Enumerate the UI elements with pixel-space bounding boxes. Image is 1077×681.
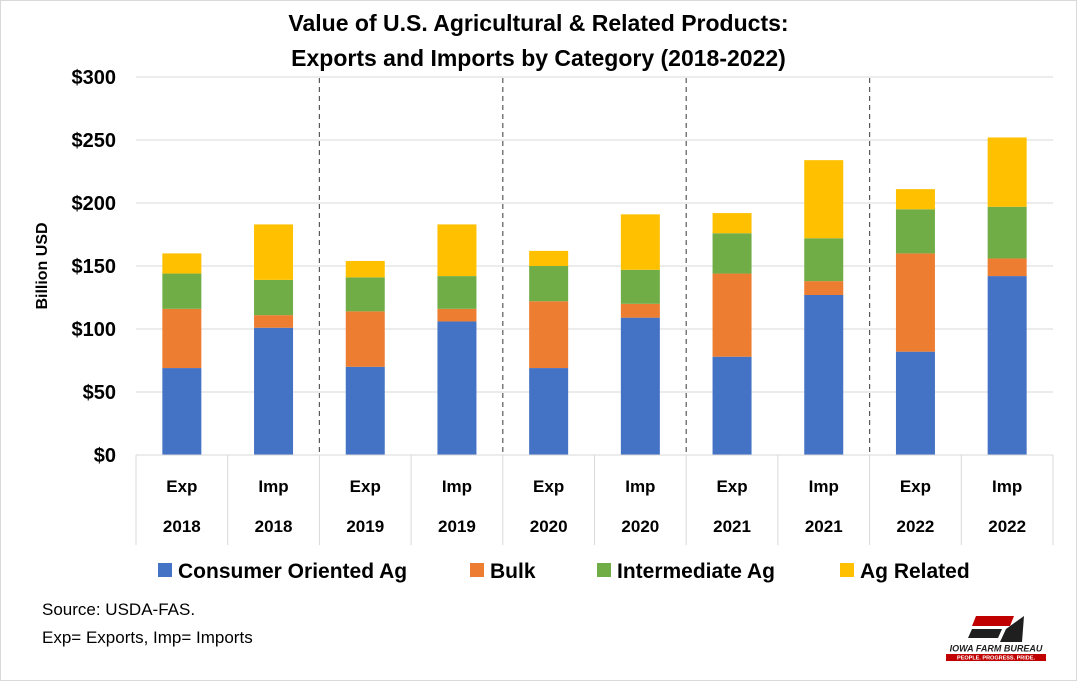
legend-swatch — [158, 563, 172, 577]
bar-segment — [804, 281, 844, 295]
bar-segment — [254, 224, 294, 280]
bar-segment — [345, 366, 385, 455]
chart-title-line2: Exports and Imports by Category (2018-20… — [291, 45, 786, 71]
bar-segment — [804, 160, 844, 239]
y-axis-title: Billion USD — [34, 222, 51, 309]
chart-title-line1: Value of U.S. Agricultural & Related Pro… — [288, 10, 789, 36]
bar-segment — [895, 189, 935, 210]
bar-segment — [620, 214, 660, 270]
x-tick-label-year: 2019 — [438, 517, 476, 536]
bar-segment — [529, 301, 569, 369]
x-tick-label-year: 2020 — [530, 517, 568, 536]
x-tick-label-flow: Imp — [992, 477, 1022, 496]
stacked-bar-chart: $0 $50 $100 $150 $200 $250 $300 Billion USD Exp 2… — [34, 67, 1054, 583]
bar-segment — [162, 273, 202, 309]
bar-segment — [712, 273, 752, 357]
bar-segment — [345, 260, 385, 278]
bar-segment — [620, 303, 660, 318]
y-tick-label: $200 — [72, 193, 117, 215]
bar-segment — [437, 276, 477, 309]
bar-segment — [529, 266, 569, 302]
bar-segment — [254, 279, 294, 316]
svg-text:IOWA FARM BUREAU: IOWA FARM BUREAU — [950, 644, 1043, 654]
legend-swatch — [597, 563, 611, 577]
bar-segment — [712, 356, 752, 455]
x-tick-label-year: 2020 — [621, 517, 659, 536]
x-tick-label-flow: Imp — [809, 477, 839, 496]
legend-label: Consumer Oriented Ag — [178, 560, 407, 583]
bar-segment — [529, 250, 569, 266]
bar-segment — [895, 253, 935, 352]
legend-label: Intermediate Ag — [617, 560, 775, 583]
bar-segment — [162, 368, 202, 455]
bar-segment — [345, 311, 385, 367]
x-tick-label-year: 2021 — [713, 517, 751, 536]
y-tick-label: $0 — [94, 445, 116, 467]
x-tick-label-flow: Imp — [442, 477, 472, 496]
abbreviation-note: Exp= Exports, Imp= Imports — [42, 628, 253, 647]
x-tick-label-year: 2018 — [255, 517, 293, 536]
x-tick-label-flow: Exp — [900, 477, 931, 496]
x-tick-label-year: 2019 — [346, 517, 384, 536]
iowa-farm-bureau-logo: IOWA FARM BUREAU PEOPLE. PROGRESS. PRIDE… — [944, 616, 1048, 662]
bar-segment — [804, 294, 844, 455]
x-tick-label-year: 2021 — [805, 517, 843, 536]
bar-segment — [345, 277, 385, 312]
y-tick-label: $250 — [72, 130, 117, 152]
x-tick-label-flow: Exp — [350, 477, 381, 496]
bar-segment — [437, 321, 477, 455]
bar-segment — [162, 308, 202, 369]
x-tick-label-year: 2022 — [988, 517, 1026, 536]
x-tick-label-year: 2018 — [163, 517, 201, 536]
source-note: Source: USDA-FAS. — [42, 600, 196, 619]
x-tick-label-flow: Exp — [716, 477, 747, 496]
y-tick-label: $150 — [72, 256, 117, 278]
bar-segment — [437, 224, 477, 277]
bar-segment — [712, 213, 752, 234]
bar-segment — [620, 317, 660, 455]
legend-swatch — [840, 563, 854, 577]
bar-segment — [987, 137, 1027, 207]
bar-segment — [987, 258, 1027, 277]
bar-segment — [712, 233, 752, 274]
legend-label: Bulk — [490, 560, 536, 583]
bar-segment — [987, 206, 1027, 259]
bar-segment — [529, 368, 569, 455]
legend-label: Ag Related — [860, 560, 970, 583]
bar-segment — [987, 276, 1027, 455]
y-tick-label: $100 — [72, 319, 117, 341]
x-tick-label-flow: Exp — [166, 477, 197, 496]
svg-text:PEOPLE. PROGRESS. PRIDE.: PEOPLE. PROGRESS. PRIDE. — [957, 656, 1035, 662]
bar-segment — [254, 327, 294, 455]
bar-segment — [804, 238, 844, 282]
x-tick-label-flow: Imp — [258, 477, 288, 496]
y-tick-label: $50 — [83, 382, 116, 404]
legend-swatch — [470, 563, 484, 577]
bar-segment — [620, 269, 660, 304]
bar-segment — [437, 308, 477, 322]
bar-segment — [895, 209, 935, 254]
y-tick-label: $300 — [72, 67, 117, 89]
x-tick-label-flow: Exp — [533, 477, 564, 496]
bar-segment — [895, 351, 935, 455]
bar-segment — [254, 315, 294, 328]
x-tick-label-year: 2022 — [897, 517, 935, 536]
bar-segment — [162, 253, 202, 274]
x-tick-label-flow: Imp — [625, 477, 655, 496]
